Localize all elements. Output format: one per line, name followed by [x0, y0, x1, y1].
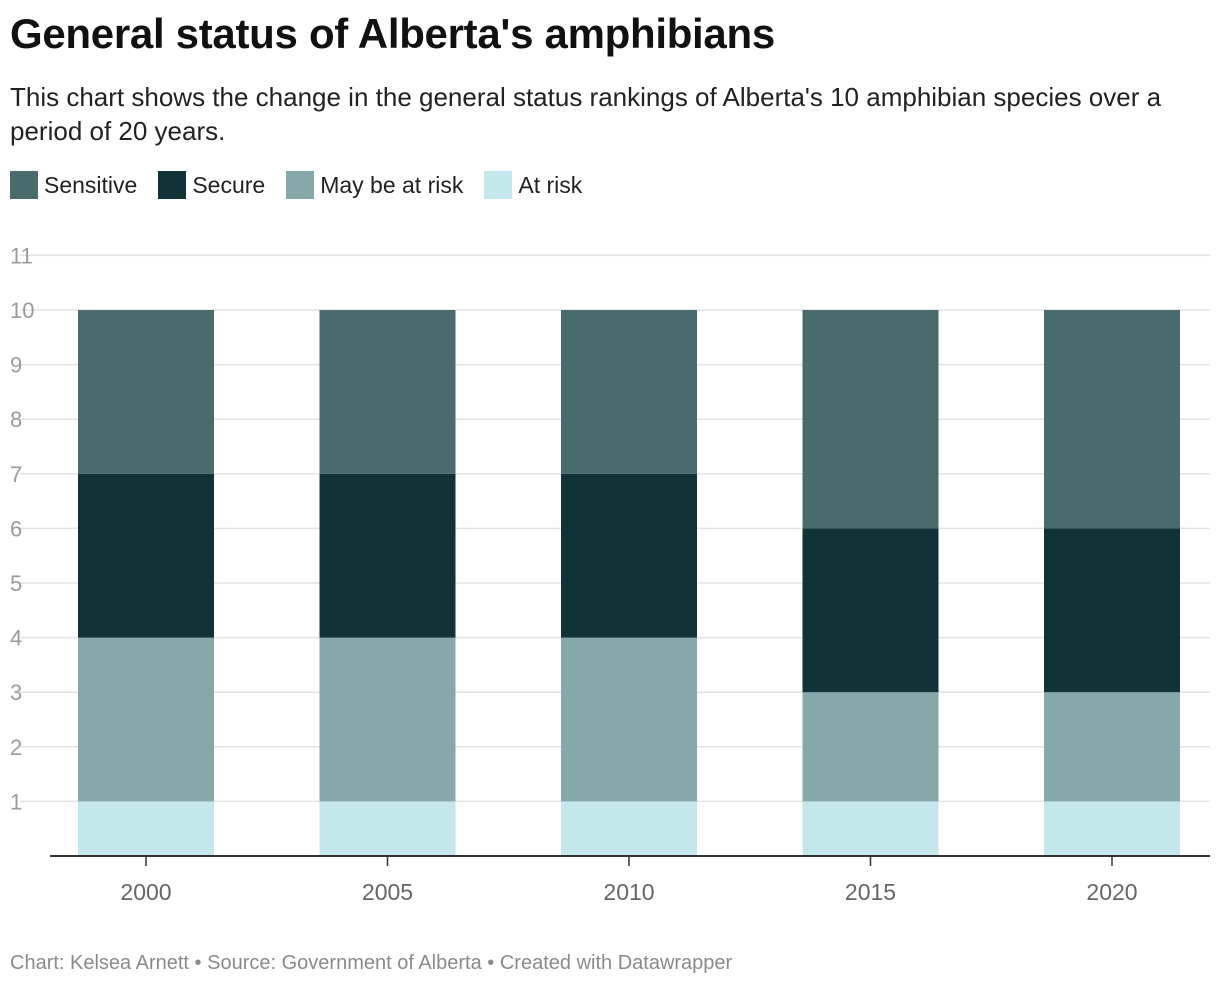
y-axis-tick-labels: 1 2 3 4 5 6 7 8 9 10 11: [10, 243, 34, 814]
legend-label-at-risk: At risk: [518, 171, 583, 198]
chart-footer: Chart: Kelsea Arnett • Source: Governmen…: [10, 952, 732, 975]
legend-item-sensitive: Sensitive: [10, 171, 137, 199]
bar-segment-secure: [802, 528, 939, 693]
x-tick-label: 2020: [1086, 879, 1137, 905]
legend-label-sensitive: Sensitive: [44, 171, 138, 198]
legend-item-may-be-at-risk: May be at risk: [286, 171, 463, 199]
chart-title: General status of Alberta's amphibians: [10, 10, 775, 57]
bar-group-2020: [1044, 310, 1180, 856]
y-tick-label: 8: [10, 407, 22, 432]
legend-label-secure: Secure: [192, 171, 266, 198]
footer-separator: •: [487, 952, 495, 974]
bars: [78, 310, 1180, 856]
bar-segment-may-be-at-risk: [78, 637, 214, 802]
legend-swatch-secure: [158, 171, 187, 199]
x-axis: [50, 855, 1210, 866]
legend-item-secure: Secure: [158, 171, 265, 199]
bar-segment-at-risk: [802, 801, 939, 856]
stacked-bar-chart: 1 2 3 4 5 6 7 8 9 10 11 2000 2005 2010 2015 2020: [10, 243, 1210, 905]
y-tick-label: 2: [10, 735, 22, 760]
bar-segment-sensitive: [1044, 310, 1180, 529]
y-tick-label: 7: [10, 462, 22, 487]
legend-swatch-at-risk: [484, 171, 513, 199]
legend-label-may-be-at-risk: May be at risk: [320, 171, 464, 198]
y-tick-label: 11: [10, 243, 33, 268]
y-tick-label: 4: [10, 626, 22, 651]
bar-segment-secure: [1044, 528, 1180, 693]
bar-segment-at-risk: [1044, 801, 1180, 856]
bar-segment-may-be-at-risk: [561, 637, 697, 802]
bar-segment-sensitive: [802, 310, 939, 529]
bar-group-2010: [561, 310, 697, 856]
chart-subtitle: This chart shows the change in the gener…: [10, 82, 1162, 146]
y-tick-label: 10: [10, 298, 34, 323]
x-axis-tick-labels: 2000 2005 2010 2015 2020: [120, 879, 1137, 905]
bar-segment-may-be-at-risk: [319, 637, 456, 802]
y-tick-label: 5: [10, 571, 22, 596]
chart-legend: Sensitive Secure May be at risk At risk: [10, 170, 603, 200]
bar-segment-sensitive: [561, 310, 697, 474]
bar-segment-may-be-at-risk: [1044, 692, 1180, 802]
legend-item-at-risk: At risk: [484, 171, 582, 199]
y-tick-label: 1: [10, 789, 22, 814]
footer-tool: Created with Datawrapper: [499, 952, 733, 974]
y-tick-label: 6: [10, 516, 22, 541]
y-tick-label: 9: [10, 353, 22, 378]
bar-group-2000: [78, 310, 214, 856]
bar-segment-may-be-at-risk: [802, 692, 939, 802]
legend-swatch-may-be-at-risk: [286, 171, 315, 199]
bar-segment-sensitive: [78, 310, 214, 474]
y-tick-label: 3: [10, 680, 22, 705]
bar-segment-secure: [319, 473, 456, 638]
x-tick-label: 2015: [845, 879, 896, 905]
footer-chart-credit: Chart: Kelsea Arnett: [10, 952, 189, 974]
bar-group-2015: [802, 310, 939, 856]
bar-group-2005: [319, 310, 456, 856]
x-tick-label: 2010: [603, 879, 654, 905]
x-tick-label: 2000: [120, 879, 171, 905]
footer-source: Source: Government of Alberta: [207, 952, 482, 974]
legend-swatch-sensitive: [10, 171, 38, 199]
bar-segment-secure: [78, 473, 214, 638]
bar-segment-at-risk: [319, 801, 456, 856]
footer-separator: •: [194, 952, 202, 974]
bar-segment-at-risk: [78, 801, 214, 856]
bar-segment-secure: [561, 473, 697, 638]
x-tick-label: 2005: [362, 879, 413, 905]
bar-segment-at-risk: [561, 801, 697, 856]
bar-segment-sensitive: [319, 310, 456, 474]
